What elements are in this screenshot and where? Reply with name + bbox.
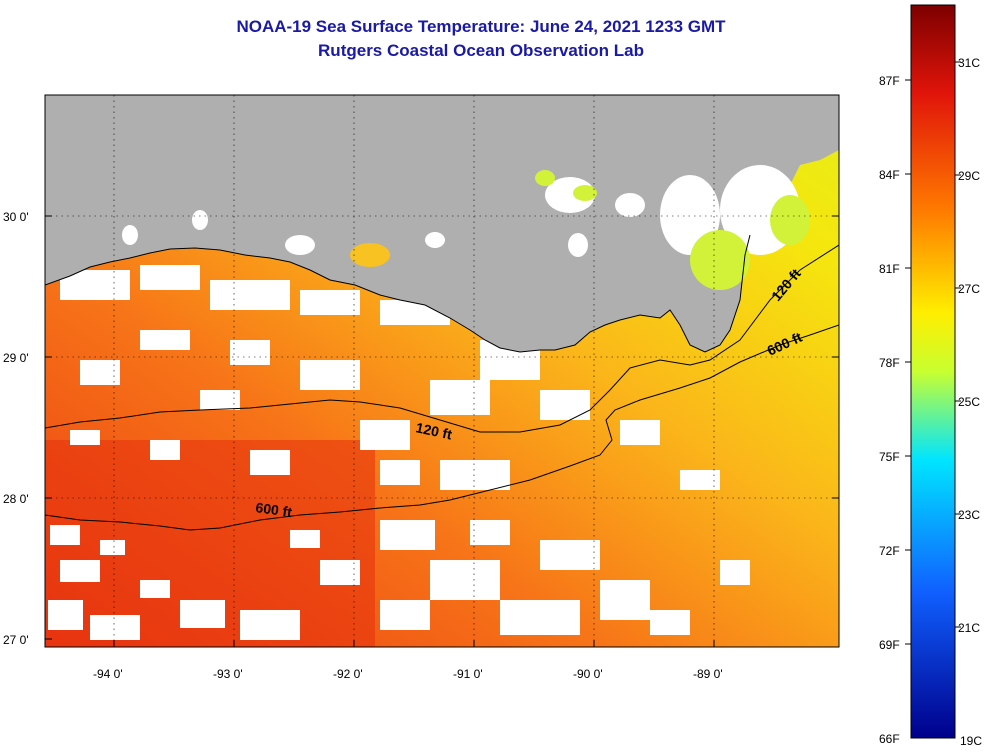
colorbar-label-72f: 72F [879,544,900,558]
land-louisiana [45,95,839,352]
colorbar-ticks [905,61,961,645]
lat-label-27: 27 0' [3,633,29,647]
lat-label-30: 30 0' [3,210,29,224]
colorbar-label-75f: 75F [879,450,900,464]
colorbar-label-19c: 19C [960,734,982,748]
graticule [45,95,839,647]
contour-120ft [45,244,839,433]
lon-label-89: -89 0' [693,667,723,681]
lon-label-90: -90 0' [573,667,603,681]
coastline [45,234,751,353]
axis-ticks [45,215,839,647]
inland-water [122,165,810,290]
colorbar-label-25c: 25C [958,395,980,409]
lat-label-29: 29 0' [3,351,29,365]
colorbar-label-21c: 21C [958,621,980,635]
lon-label-93: -93 0' [213,667,243,681]
colorbar-label-31c: 31C [958,56,980,70]
colorbar-label-66f: 66F [879,732,900,746]
colorbar-label-84f: 84F [879,168,900,182]
colorbar-label-87f: 87F [879,74,900,88]
lon-label-92: -92 0' [333,667,363,681]
contour-600ft [45,324,839,531]
lon-label-91: -91 0' [453,667,483,681]
contour-label-120ft-west: 120 ft [414,419,453,442]
colorbar-label-81f: 81F [879,262,900,276]
colorbar-label-29c: 29C [958,169,980,183]
lat-label-28: 28 0' [3,492,29,506]
colorbar [910,4,956,739]
map-frame [44,94,840,648]
map-title: NOAA-19 Sea Surface Temperature: June 24… [236,17,726,36]
colorbar-label-27c: 27C [958,282,980,296]
colorbar-label-78f: 78F [879,356,900,370]
colorbar-label-69f: 69F [879,638,900,652]
contour-label-600ft-west: 600 ft [255,499,294,520]
map-subtitle: Rutgers Coastal Ocean Observation Lab [318,41,644,60]
lon-label-94: -94 0' [93,667,123,681]
colorbar-label-23c: 23C [958,508,980,522]
